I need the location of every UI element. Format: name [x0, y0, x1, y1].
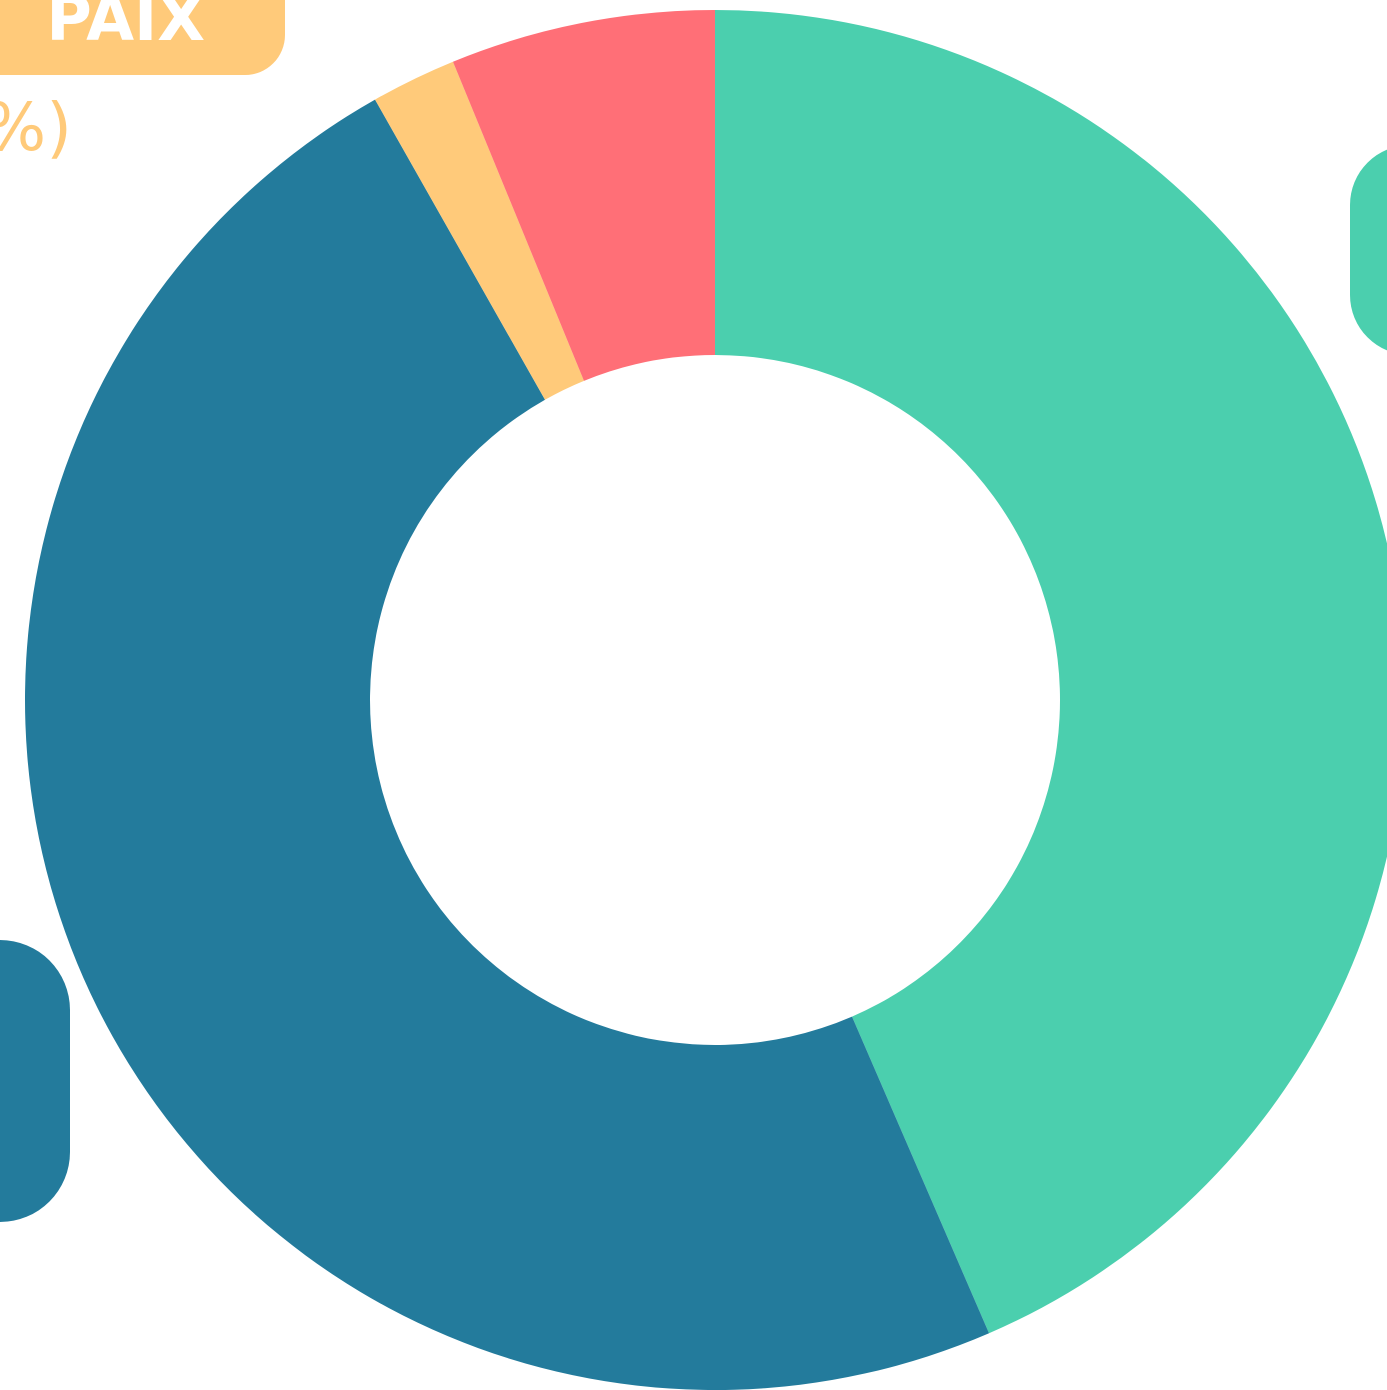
slice: [375, 61, 584, 400]
slice: [715, 10, 1387, 1334]
value-label: %): [0, 89, 72, 166]
slice: [25, 99, 990, 1390]
slice: [452, 10, 715, 381]
slices: [25, 10, 1387, 1390]
label-pill: [0, 0, 285, 75]
label-pill: [0, 940, 70, 1222]
label-pill: [1350, 149, 1387, 351]
category-label: PAIX: [46, 0, 205, 55]
